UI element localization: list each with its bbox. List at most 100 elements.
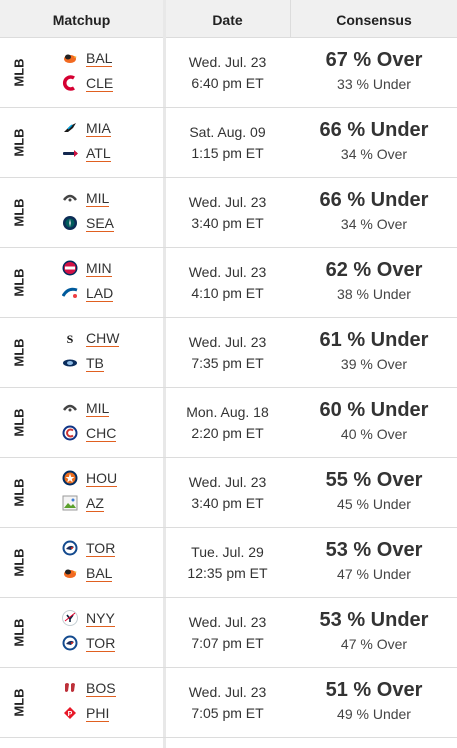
team-abbr-link[interactable]: AZ <box>86 494 104 512</box>
table-row[interactable]: MLB MIL SEA Wed. Jul. 23 3:40 pm ET 66 %… <box>0 178 457 248</box>
mariners-logo-icon <box>62 215 78 231</box>
twins-logo-icon <box>62 260 78 276</box>
team-abbr-link[interactable]: MIA <box>86 119 111 137</box>
team-away[interactable]: MIA <box>62 118 111 138</box>
team-home[interactable]: SEA <box>62 213 115 233</box>
game-time: 3:40 pm ET <box>191 495 264 511</box>
team-away[interactable]: MIN <box>62 258 112 278</box>
team-abbr-link[interactable]: HOU <box>86 469 118 487</box>
consensus-secondary: 47 % Over <box>340 636 408 652</box>
team-abbr-link[interactable]: TOR <box>86 539 116 557</box>
consensus-primary: 67 % Over <box>325 49 423 71</box>
consensus-secondary: 45 % Under <box>337 496 411 512</box>
team-abbr-link[interactable]: CHC <box>86 424 117 442</box>
cubs-logo-icon <box>62 425 78 441</box>
game-date: Wed. Jul. 23 <box>188 334 267 350</box>
game-datetime: Wed. Jul. 23 4:10 pm ET <box>165 262 290 304</box>
game-date: Wed. Jul. 23 <box>188 474 267 490</box>
team-away[interactable]: MIL <box>62 188 110 208</box>
team-away[interactable]: BOS <box>62 678 116 698</box>
braves-logo-icon <box>62 145 78 161</box>
league-label: MLB <box>9 540 29 584</box>
league-text: MLB <box>11 267 27 297</box>
svg-text:P: P <box>68 711 73 718</box>
guardians-logo-icon <box>62 75 78 91</box>
team-home[interactable]: LAD <box>62 283 114 303</box>
game-time: 6:40 pm ET <box>191 75 264 91</box>
game-datetime: Wed. Jul. 23 7:07 pm ET <box>165 612 290 654</box>
team-abbr-link[interactable]: LAD <box>86 284 114 302</box>
game-datetime: Mon. Aug. 18 2:20 pm ET <box>165 402 290 444</box>
team-abbr-link[interactable]: TOR <box>86 634 116 652</box>
dodgers-logo-icon <box>62 285 78 301</box>
league-text: MLB <box>11 687 27 717</box>
team-abbr-link[interactable]: PHI <box>86 704 110 722</box>
consensus-cell: 53 % Over 47 % Under <box>291 538 457 584</box>
game-time: 1:15 pm ET <box>191 145 264 161</box>
team-abbr-link[interactable]: CLE <box>86 74 114 92</box>
team-home[interactable]: BAL <box>62 563 113 583</box>
red-sox-logo-icon <box>62 680 78 696</box>
team-abbr-link[interactable]: BAL <box>86 49 113 67</box>
league-text: MLB <box>11 127 27 157</box>
team-home[interactable]: AZ <box>62 493 104 513</box>
table-row[interactable]: MLB NYY TOR Wed. Jul. 23 7:07 pm ET 53 %… <box>0 598 457 668</box>
game-datetime: Wed. Jul. 23 7:05 pm ET <box>165 682 290 724</box>
team-away[interactable]: NYY <box>62 608 115 628</box>
table-row[interactable]: MLB HOU AZ Wed. Jul. 23 3:40 pm ET 55 % … <box>0 458 457 528</box>
team-abbr-link[interactable]: BAL <box>86 564 113 582</box>
team-away[interactable]: HOU <box>62 468 118 488</box>
consensus-primary: 61 % Under <box>319 329 429 351</box>
game-date: Mon. Aug. 18 <box>186 404 269 420</box>
team-home[interactable]: P PHI <box>62 703 110 723</box>
brewers-logo-icon <box>62 400 78 416</box>
consensus-primary: 55 % Over <box>325 469 423 491</box>
game-time: 7:35 pm ET <box>191 355 264 371</box>
league-label: MLB <box>9 400 29 444</box>
game-datetime: Wed. Jul. 23 6:40 pm ET <box>165 52 290 94</box>
game-time: 2:20 pm ET <box>191 425 264 441</box>
team-abbr-link[interactable]: BOS <box>86 679 116 697</box>
team-away[interactable]: S CHW <box>62 328 120 348</box>
team-abbr-link[interactable]: MIL <box>86 189 110 207</box>
team-abbr-link[interactable]: ATL <box>86 144 111 162</box>
game-date: Wed. Jul. 23 <box>188 684 267 700</box>
team-abbr-link[interactable]: NYY <box>86 609 115 627</box>
table-row[interactable]: MLB MIA ATL Sat. Aug. 09 1:15 pm ET 66 %… <box>0 108 457 178</box>
team-home[interactable]: TB <box>62 353 104 373</box>
table-row[interactable]: MLB BOS P PHI Wed. Jul. 23 7:05 pm ET 51… <box>0 668 457 738</box>
table-row[interactable]: MLB MIL CHC Mon. Aug. 18 2:20 pm ET 60 %… <box>0 388 457 458</box>
table-row[interactable]: MLB S CHW TB Wed. Jul. 23 7:35 pm ET 61 … <box>0 318 457 388</box>
table-body: MLB BAL CLE Wed. Jul. 23 6:40 pm ET 67 %… <box>0 38 457 738</box>
header-matchup[interactable]: Matchup <box>52 12 111 28</box>
team-away[interactable]: BAL <box>62 48 113 68</box>
team-home[interactable]: ATL <box>62 143 111 163</box>
consensus-cell: 67 % Over 33 % Under <box>291 48 457 94</box>
header-consensus[interactable]: Consensus <box>336 12 412 28</box>
team-home[interactable]: CHC <box>62 423 117 443</box>
game-date: Tue. Jul. 29 <box>191 544 264 560</box>
league-text: MLB <box>11 617 27 647</box>
team-abbr-link[interactable]: MIN <box>86 259 112 277</box>
table-row[interactable]: MLB MIN LAD Wed. Jul. 23 4:10 pm ET 62 %… <box>0 248 457 318</box>
league-label: MLB <box>9 260 29 304</box>
team-abbr-link[interactable]: CHW <box>86 329 120 347</box>
consensus-primary: 62 % Over <box>325 259 423 281</box>
header-date[interactable]: Date <box>212 12 243 28</box>
team-abbr-link[interactable]: MIL <box>86 399 110 417</box>
game-date: Wed. Jul. 23 <box>188 264 267 280</box>
game-time: 3:40 pm ET <box>191 215 264 231</box>
team-home[interactable]: TOR <box>62 633 116 653</box>
table-row[interactable]: MLB TOR BAL Tue. Jul. 29 12:35 pm ET 53 … <box>0 528 457 598</box>
table-row[interactable]: MLB BAL CLE Wed. Jul. 23 6:40 pm ET 67 %… <box>0 38 457 108</box>
team-away[interactable]: TOR <box>62 538 116 558</box>
team-home[interactable]: CLE <box>62 73 114 93</box>
league-text: MLB <box>11 547 27 577</box>
consensus-secondary: 33 % Under <box>337 76 411 92</box>
consensus-secondary: 39 % Over <box>340 356 408 372</box>
team-abbr-link[interactable]: TB <box>86 354 104 372</box>
team-abbr-link[interactable]: SEA <box>86 214 115 232</box>
league-label: MLB <box>9 120 29 164</box>
team-away[interactable]: MIL <box>62 398 110 418</box>
